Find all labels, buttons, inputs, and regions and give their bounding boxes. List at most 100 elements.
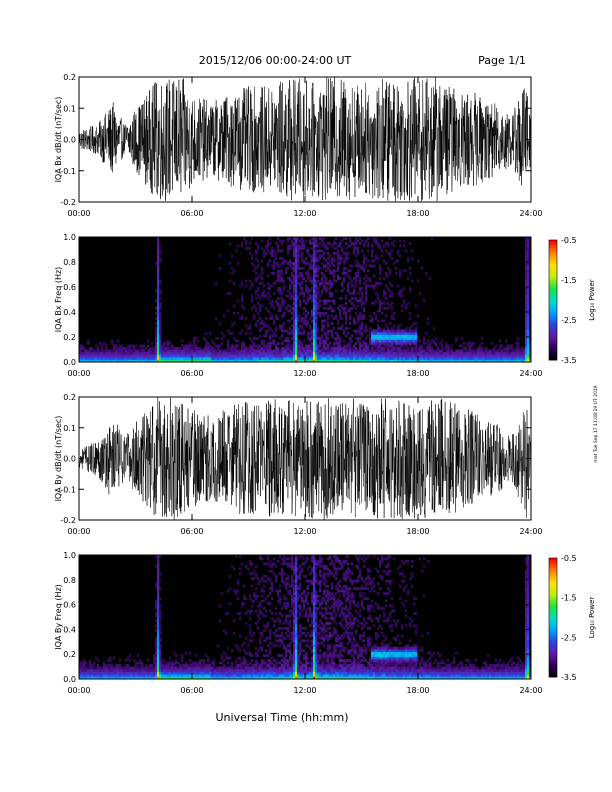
spectrogram-cell [263, 347, 266, 350]
spectrogram-cell [319, 654, 322, 657]
spectrogram-cell [291, 262, 294, 265]
spectrogram-cell [303, 332, 306, 335]
spectrogram-cell [243, 584, 246, 588]
spectrogram-cell [375, 329, 378, 333]
spectrogram-cell [485, 347, 488, 350]
spectrogram-cell [379, 302, 382, 305]
spectrogram-cell [297, 666, 300, 670]
spectrogram-cell [263, 252, 266, 255]
spectrogram-cell [171, 357, 174, 360]
spectrogram-cell [105, 347, 108, 350]
spectrogram-cell [191, 347, 194, 350]
spectrogram-cell [251, 562, 254, 566]
spectrogram-cell [293, 354, 296, 358]
spectrogram-cell [311, 569, 314, 573]
spectrogram-cell [217, 644, 220, 648]
spectrogram-cell [287, 589, 290, 593]
spectrogram-cell [153, 654, 156, 657]
spectrogram-cell [263, 579, 266, 583]
spectrogram-cell [259, 329, 262, 333]
spectrogram-cell [485, 352, 488, 355]
spectrogram-cell [299, 339, 302, 343]
spectrogram-cell [103, 676, 106, 680]
spectrogram-cell [163, 666, 166, 670]
spectrogram-cell [293, 329, 296, 333]
spectrogram-cell [521, 357, 524, 360]
spectrogram-cell [303, 244, 306, 248]
spectrogram-cell [157, 564, 160, 568]
spectrogram-cell [283, 559, 286, 563]
spectrogram-cell [301, 324, 304, 328]
spectrogram-cell [289, 262, 292, 265]
spectrogram-cell [525, 339, 528, 343]
spectrogram-cell [265, 636, 268, 640]
spectrogram-cell [267, 354, 270, 358]
spectrogram-cell [435, 352, 438, 355]
spectrogram-cell [295, 299, 298, 303]
spectrogram-cell [299, 267, 302, 270]
spectrogram-cell [301, 259, 304, 263]
spectrogram-cell [233, 354, 236, 358]
spectrogram-cell [137, 354, 140, 358]
spectrogram-cell [101, 669, 104, 672]
spectrogram-cell [119, 344, 122, 348]
spectrogram-cell [219, 669, 222, 672]
spectrogram-cell [167, 357, 170, 360]
spectrogram-cell [381, 302, 384, 305]
spectrogram-cell [325, 609, 328, 613]
spectrogram-cell [277, 309, 280, 313]
spectrogram-cell [325, 319, 328, 323]
spectrogram-cell [185, 347, 188, 350]
spectrogram-cell [157, 602, 160, 605]
spectrogram-cell [293, 607, 296, 610]
spectrogram-cell [223, 352, 226, 355]
spectrogram-cell [151, 666, 154, 670]
spectrogram-cell [319, 312, 322, 315]
spectrogram-cell [281, 654, 284, 657]
spectrogram-cell [267, 676, 270, 680]
spectrogram-cell [133, 347, 136, 350]
spectrogram-cell [365, 324, 368, 328]
spectrogram-cell [287, 352, 290, 355]
spectrogram-cell [315, 332, 318, 335]
spectrogram-cell [159, 319, 162, 323]
spectrogram-cell [155, 659, 158, 662]
spectrogram-cell [79, 664, 82, 667]
spectrogram-cell [369, 337, 372, 340]
spectrogram-cell [157, 277, 160, 280]
spectrogram-cell [281, 359, 284, 363]
spectrogram-cell [301, 664, 304, 667]
spectrogram-cell [387, 332, 390, 335]
spectrogram-cell [305, 654, 308, 657]
spectrogram-cell [163, 671, 166, 675]
spectrogram-cell [347, 282, 350, 285]
spectrogram-cell [315, 629, 318, 633]
spectrogram-cell [363, 329, 366, 333]
spectrogram-cell [315, 244, 318, 248]
spectrogram-cell [295, 332, 298, 335]
spectrogram-cell [431, 347, 434, 350]
spectrogram-cell [249, 352, 252, 355]
spectrogram-cell [341, 272, 344, 275]
spectrogram-cell [295, 624, 298, 628]
spectrogram-cell [109, 676, 112, 680]
spectrogram-cell [287, 564, 290, 568]
spectrogram-cell [215, 337, 218, 340]
spectrogram-cell [327, 299, 330, 303]
spectrogram-cell [311, 656, 314, 660]
spectrogram-cell [293, 267, 296, 270]
spectrogram-cell [243, 676, 246, 680]
spectrogram-cell [195, 664, 198, 667]
spectrogram-cell [347, 332, 350, 335]
spectrogram-cell [139, 659, 142, 662]
colorbar-segment [549, 244, 557, 247]
spectrogram-cell [295, 274, 298, 278]
spectrogram-cell [433, 352, 436, 355]
spectrogram-cell [289, 259, 292, 263]
spectrogram-cell [301, 277, 304, 280]
spectrogram-cell [303, 239, 306, 243]
spectrogram-cell [255, 574, 258, 578]
spectrogram-cell [355, 237, 358, 240]
spectrogram-cell [347, 269, 350, 273]
spectrogram-cell [515, 349, 518, 353]
